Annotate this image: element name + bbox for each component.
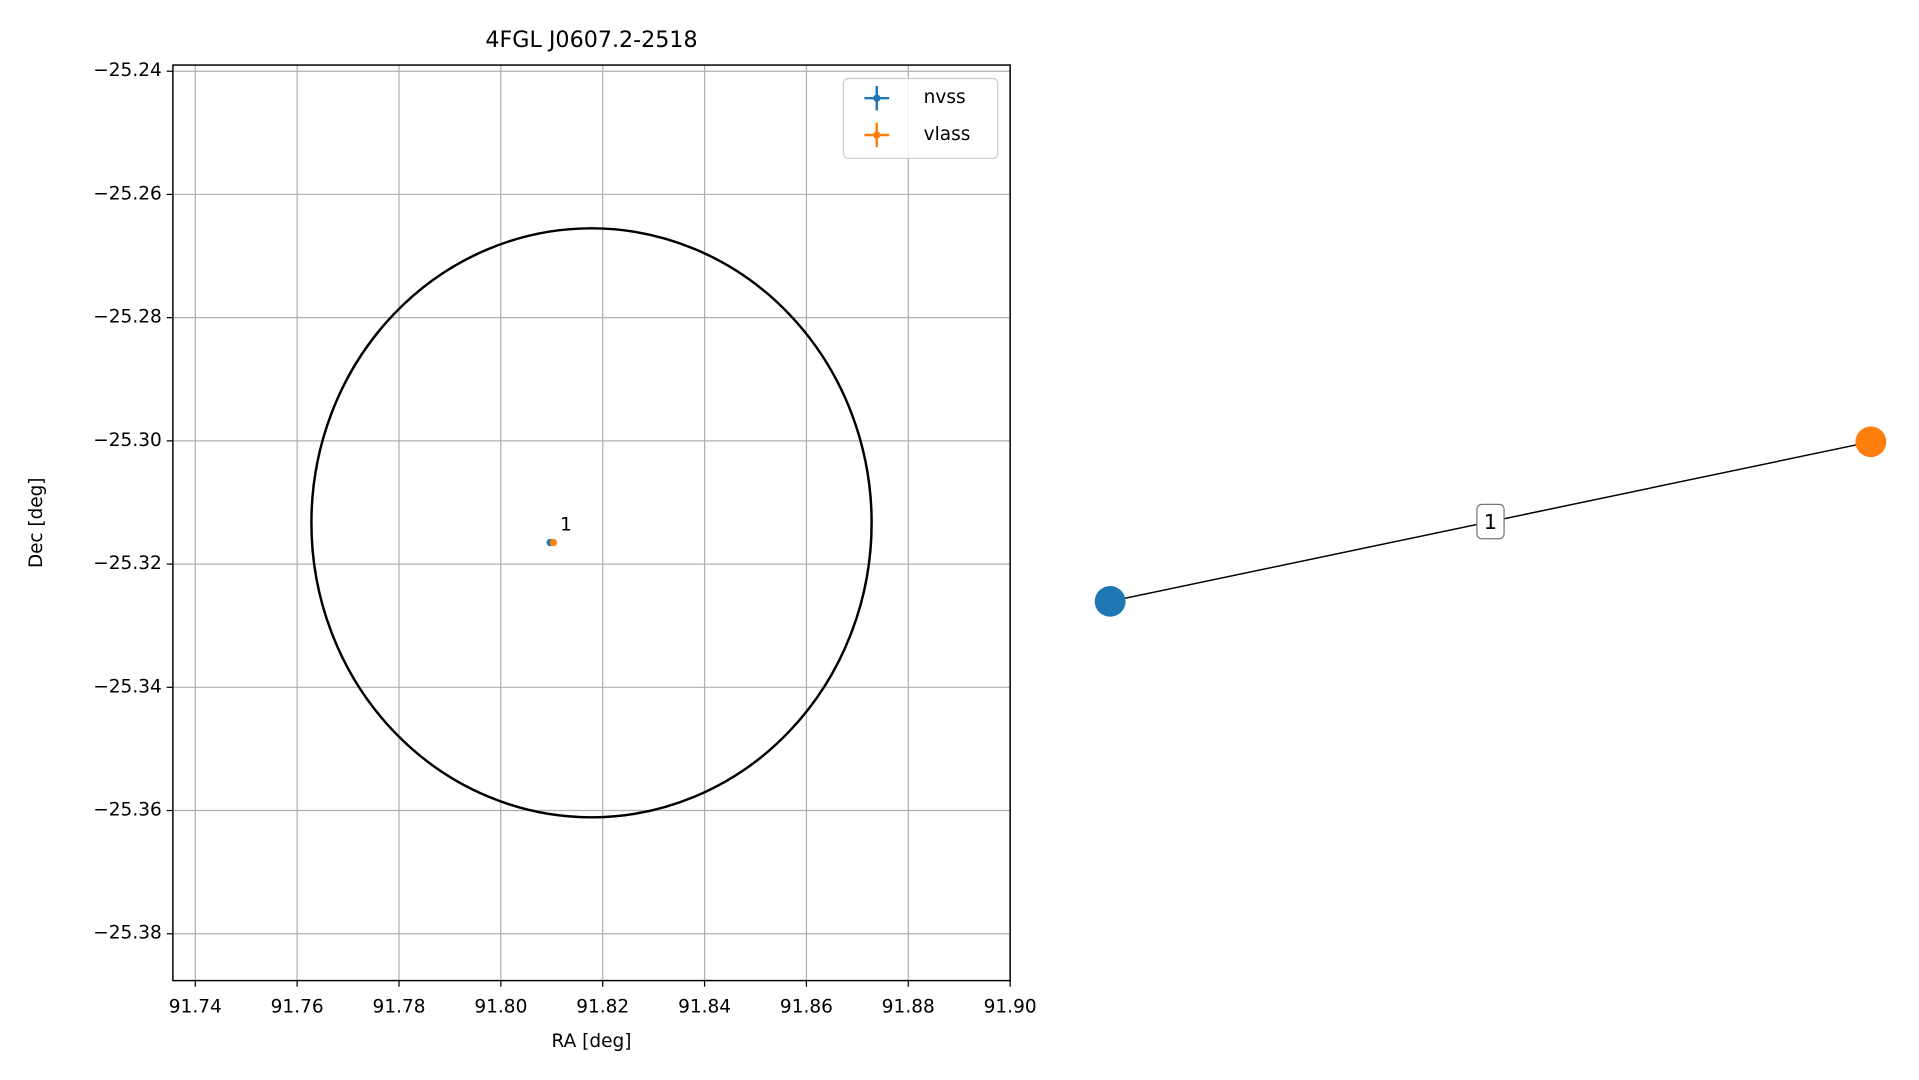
- node: [1855, 426, 1887, 458]
- legend-label: vlass: [924, 124, 971, 145]
- error-circle: [310, 227, 873, 819]
- point: [549, 538, 558, 547]
- x-tick-label: 91.78: [373, 997, 426, 1018]
- legend: nvss vlass: [842, 77, 999, 159]
- x-tick-label: 91.90: [984, 997, 1037, 1018]
- x-tick-label: 91.88: [882, 997, 935, 1018]
- y-tick-label: −25.32: [93, 553, 162, 574]
- legend-label: nvss: [924, 87, 966, 108]
- chart-title: 4FGL J0607.2-2518: [485, 27, 697, 53]
- y-axis-label: Dec [deg]: [26, 478, 47, 568]
- legend-box: [842, 77, 999, 159]
- x-tick-label: 91.76: [271, 997, 324, 1018]
- y-tick-label: −25.24: [93, 60, 162, 81]
- x-axis-label: RA [deg]: [552, 1031, 632, 1052]
- legend-marker: [873, 94, 881, 102]
- edge-label: 1: [1484, 510, 1497, 534]
- legend-marker: [873, 131, 881, 139]
- node: [1094, 586, 1126, 617]
- x-tick-label: 91.82: [576, 997, 629, 1018]
- y-tick-label: −25.30: [93, 430, 162, 451]
- plot-frame: [172, 64, 1011, 982]
- y-tick-label: −25.38: [93, 923, 162, 944]
- y-tick-label: −25.26: [93, 183, 162, 204]
- x-tick-label: 91.86: [780, 997, 833, 1018]
- x-tick-label: 91.74: [169, 997, 222, 1018]
- edge-label-box: [1476, 503, 1505, 540]
- y-tick-label: −25.34: [93, 676, 162, 697]
- annotation: 1: [560, 514, 572, 535]
- x-tick-label: 91.80: [474, 997, 527, 1018]
- x-tick-label: 91.84: [678, 997, 731, 1018]
- y-tick-label: −25.36: [93, 800, 162, 821]
- y-tick-label: −25.28: [93, 307, 162, 328]
